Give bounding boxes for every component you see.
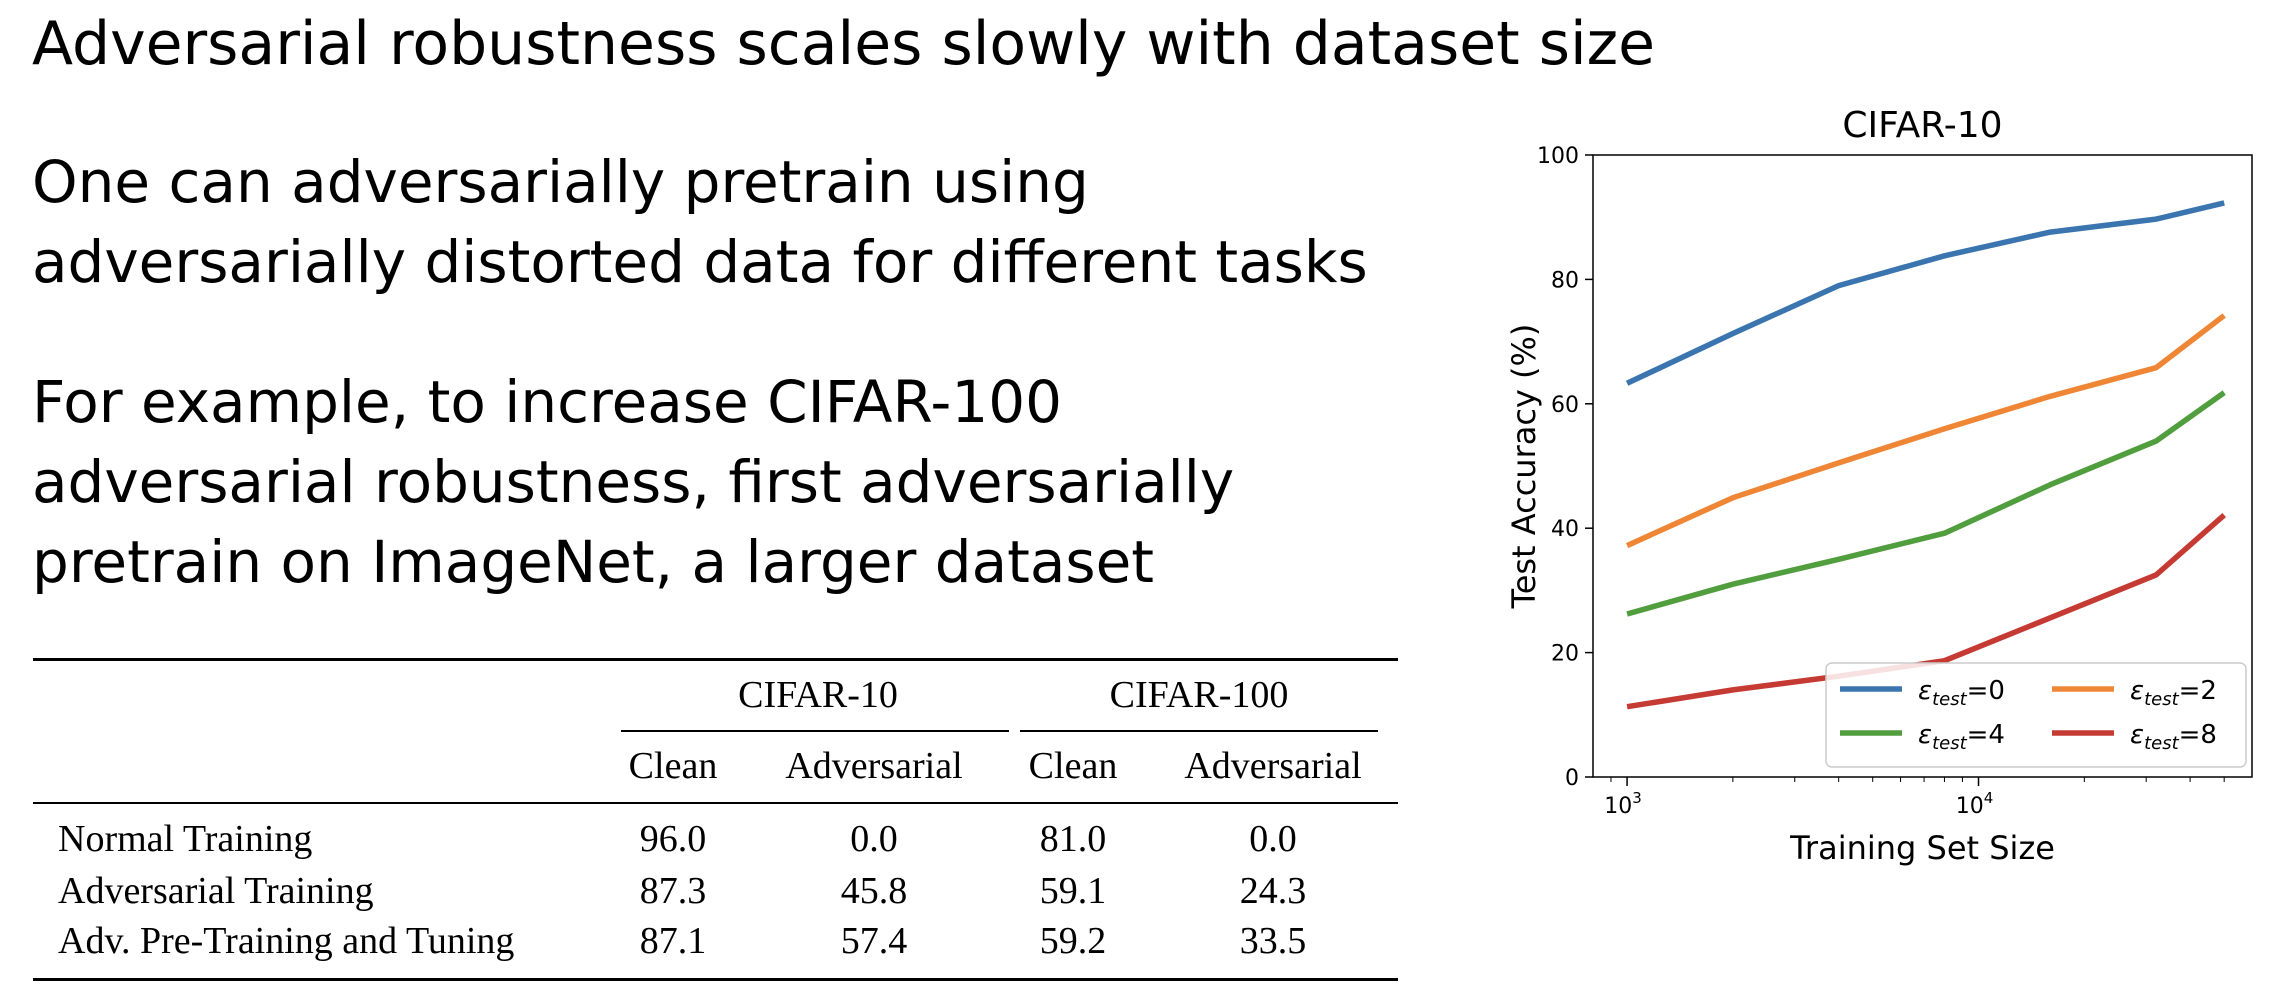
subheader-adversarial: Adversarial [785, 745, 963, 787]
legend-epsilon: ε [1918, 676, 1932, 706]
y-axis-label: Test Accuracy (%) [1505, 324, 1543, 610]
x-tick-exponent: 4 [1984, 789, 1994, 807]
paragraph-pretrain: One can adversarially pretrain using adv… [32, 142, 1368, 302]
table-cell: 0.0 [1249, 818, 1297, 860]
chart-title: CIFAR-10 [1842, 105, 2002, 146]
legend-subscript: test [2144, 733, 2180, 754]
x-tick-base: 10 [1604, 794, 1632, 819]
x-tick-label: 103 [1604, 789, 1642, 819]
table-cell: 24.3 [1239, 870, 1307, 912]
y-tick-label: 100 [1537, 144, 1579, 169]
y-tick-label: 40 [1551, 517, 1579, 542]
y-tick-label: 80 [1551, 268, 1579, 293]
y-tick-label: 60 [1551, 393, 1579, 418]
paragraph-example: For example, to increase CIFAR-100 adver… [32, 362, 1234, 602]
table-top-rule [33, 658, 1398, 661]
legend-epsilon: ε [2130, 676, 2144, 706]
legend-label: εtest=0 [1918, 676, 2005, 710]
paragraph-line: For example, to increase CIFAR-100 [32, 368, 1063, 436]
x-tick-label: 104 [1956, 789, 1994, 819]
plot-frame [1592, 154, 2253, 778]
slide-title: Adversarial robustness scales slowly wit… [32, 9, 1656, 79]
table-cell: 87.1 [639, 920, 707, 962]
subheader-clean: Clean [1028, 745, 1118, 787]
y-tick-label: 20 [1551, 642, 1579, 667]
legend-value: =0 [1967, 676, 2005, 706]
legend-epsilon: ε [2130, 720, 2144, 750]
accuracy-chart: CIFAR-10 0 20 40 60 80 100 103 104 Training Set S… [1470, 95, 2270, 875]
paragraph-line: One can adversarially pretrain using [32, 148, 1089, 216]
legend-label: εtest=2 [2130, 676, 2217, 710]
y-tick-label: 0 [1565, 766, 1579, 791]
series-line-0 [1625, 200, 2225, 386]
table-cell: 59.1 [1039, 870, 1107, 912]
group-header-cifar100: CIFAR-100 [1109, 674, 1289, 716]
table-cell: 87.3 [639, 870, 707, 912]
legend-label: εtest=4 [1918, 720, 2005, 754]
legend-subscript: test [1932, 689, 1968, 710]
legend-epsilon: ε [1918, 720, 1932, 750]
legend-box [1825, 662, 2247, 768]
row-label: Adversarial Training [58, 870, 374, 912]
results-table: CIFAR-10 CIFAR-100 Clean Adversarial Cle… [33, 658, 1398, 983]
table-cell: 0.0 [850, 818, 898, 860]
table-cell: 45.8 [840, 870, 908, 912]
legend-subscript: test [1932, 733, 1968, 754]
series-line-2 [1626, 390, 2226, 617]
legend-value: =8 [2179, 720, 2217, 750]
x-axis-label: Training Set Size [1789, 829, 2055, 867]
table-header-rule [33, 802, 1398, 804]
row-label: Normal Training [58, 818, 313, 860]
paragraph-line: adversarial robustness, first adversaria… [32, 448, 1235, 516]
table-cell: 96.0 [639, 818, 707, 860]
legend-subscript: test [2144, 689, 2180, 710]
table-cell: 59.2 [1039, 920, 1107, 962]
x-tick-exponent: 3 [1632, 789, 1642, 807]
table-bottom-rule [33, 978, 1398, 981]
table-cell: 81.0 [1039, 818, 1107, 860]
legend-value: =4 [1967, 720, 2005, 750]
group-rule-cifar10 [621, 730, 1009, 732]
group-header-cifar10: CIFAR-10 [738, 674, 898, 716]
paragraph-line: pretrain on ImageNet, a larger dataset [32, 528, 1155, 596]
group-rule-cifar100 [1020, 730, 1378, 732]
legend-value: =2 [2179, 676, 2217, 706]
series-line-1 [1625, 313, 2226, 549]
paragraph-line: adversarially distorted data for differe… [32, 228, 1368, 296]
x-tick-base: 10 [1956, 794, 1984, 819]
row-label: Adv. Pre-Training and Tuning [58, 920, 515, 962]
series-line-3 [1626, 513, 2227, 710]
subheader-adversarial: Adversarial [1184, 745, 1362, 787]
table-cell: 57.4 [840, 920, 908, 962]
table-cell: 33.5 [1239, 920, 1307, 962]
legend-label: εtest=8 [2130, 720, 2217, 754]
subheader-clean: Clean [628, 745, 718, 787]
